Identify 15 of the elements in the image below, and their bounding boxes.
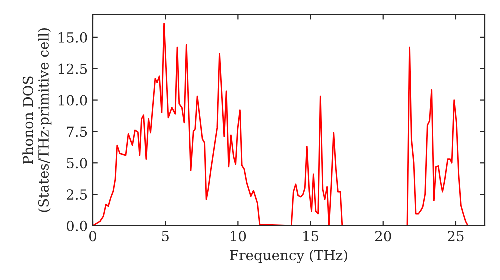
x-tick-label: 0 [89,231,96,242]
x-tick-label: 25 [448,231,464,242]
x-tick-label: 5 [162,231,169,242]
y-axis-title: Phonon DOS (States/THz·primitive cell) [22,28,52,212]
y-tick-label: 2.5 [66,190,88,200]
y-tick-label: 15.0 [58,32,88,43]
x-tick-label: 10 [231,231,246,242]
x-axis-title: Frequency (THz) [230,250,348,264]
x-tick-label: 20 [375,231,392,242]
y-tick-label: 0.0 [66,220,88,232]
y-tick-label: 7.5 [67,126,88,138]
x-tick-label: 15 [304,231,319,242]
y-tick-label: 12.5 [58,64,88,74]
y-tick-label: 10.0 [58,95,88,106]
y-tick-label: 5.0 [67,158,88,169]
